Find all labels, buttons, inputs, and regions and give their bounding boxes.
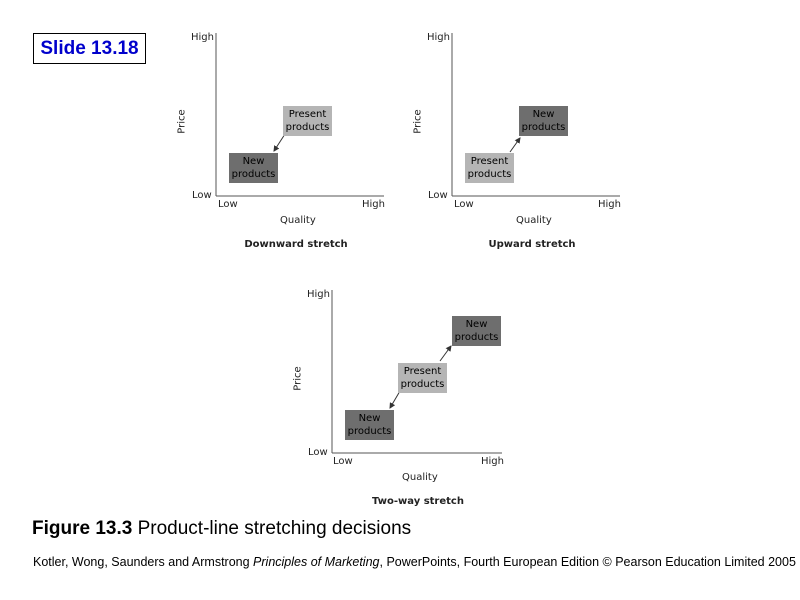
arrow-present-to-new-low — [389, 390, 401, 409]
x-axis-low-label: Low — [454, 199, 474, 210]
new-products-box: New products — [519, 106, 568, 136]
x-axis-low-label: Low — [333, 456, 353, 467]
y-axis-high-label: High — [191, 32, 214, 43]
figure-title: Figure 13.3 Product-line stretching deci… — [32, 518, 411, 540]
y-axis-high-label: High — [307, 289, 330, 300]
arrow-present-to-new — [509, 137, 521, 153]
new-products-box-high: New products — [452, 316, 501, 346]
x-axis-high-label: High — [362, 199, 385, 210]
figure-title-text: Product-line stretching decisions — [137, 518, 412, 539]
new-products-box-low: New products — [345, 410, 394, 440]
footer-authors: Kotler, Wong, Saunders and Armstrong — [33, 555, 254, 569]
footer-citation: Kotler, Wong, Saunders and Armstrong Pri… — [33, 555, 796, 569]
y-axis-title: Price — [292, 366, 304, 391]
x-axis-title: Quality — [280, 215, 316, 226]
panel-caption: Two-way stretch — [372, 496, 464, 507]
present-products-box: Present products — [398, 363, 447, 393]
y-axis-low-label: Low — [192, 190, 212, 201]
figure-number: Figure 13.3 — [32, 518, 133, 539]
footer-book-title: Principles of Marketing — [253, 555, 380, 569]
arrow-present-to-new-high — [439, 345, 452, 362]
x-axis-title: Quality — [516, 215, 552, 226]
y-axis-high-label: High — [427, 32, 450, 43]
footer-publisher: , PowerPoints, Fourth European Edition ©… — [379, 555, 796, 569]
panel-caption: Downward stretch — [244, 239, 348, 250]
x-axis-high-label: High — [481, 456, 504, 467]
y-axis-low-label: Low — [428, 190, 448, 201]
present-products-box: Present products — [283, 106, 332, 136]
present-products-box: Present products — [465, 153, 514, 183]
x-axis-low-label: Low — [218, 199, 238, 210]
x-axis-title: Quality — [402, 472, 438, 483]
arrow-present-to-new — [273, 133, 286, 152]
y-axis-low-label: Low — [308, 447, 328, 458]
panel-caption: Upward stretch — [488, 239, 576, 250]
new-products-box: New products — [229, 153, 278, 183]
x-axis-high-label: High — [598, 199, 621, 210]
slide-number-badge: Slide 13.18 — [33, 33, 146, 64]
